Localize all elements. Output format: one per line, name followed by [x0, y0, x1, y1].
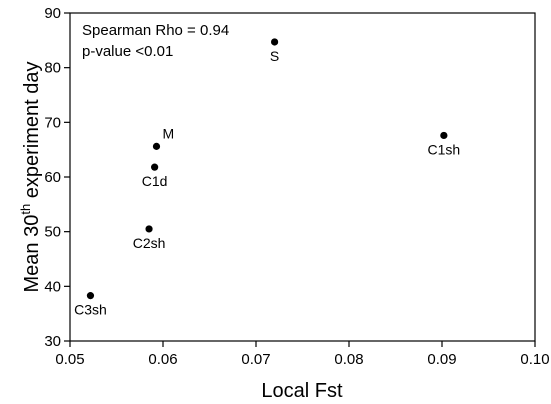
annotation-spearman-rho: Spearman Rho = 0.94	[82, 22, 229, 39]
data-point-s	[271, 38, 279, 46]
data-point-label: M	[162, 125, 174, 141]
data-point-label: C1d	[142, 173, 168, 189]
data-point-c1d	[151, 163, 159, 171]
data-point-c1sh	[440, 131, 448, 140]
y-axis-title: Mean 30th experiment day	[18, 62, 43, 293]
data-point-label: C2sh	[133, 235, 166, 251]
x-tick-label: 0.07	[241, 351, 270, 368]
data-point-label: S	[270, 48, 279, 64]
x-tick-label: 0.08	[334, 351, 363, 368]
y-axis-ticks: 30 40 50 60 70 80 90	[44, 5, 70, 350]
x-tick-label: 0.06	[148, 351, 177, 368]
plot-frame	[69, 12, 536, 342]
x-tick-label: 0.10	[520, 351, 549, 368]
y-axis-title-rest: experiment day	[21, 62, 43, 204]
data-point-label: C3sh	[74, 302, 107, 318]
data-point-m	[152, 142, 161, 150]
x-axis-title: Local Fst	[261, 380, 343, 402]
y-tick-label: 50	[44, 224, 61, 241]
y-tick-label: 40	[44, 278, 61, 295]
y-axis-title-main: Mean 30	[21, 215, 43, 293]
x-tick-label: 0.09	[427, 351, 456, 368]
x-tick-label: 0.05	[55, 351, 84, 368]
y-tick-label: 80	[44, 60, 61, 77]
y-tick-label: 70	[44, 114, 61, 131]
y-tick-label: 30	[44, 333, 61, 350]
y-tick-label: 60	[44, 169, 61, 186]
y-tick-label: 90	[44, 5, 61, 22]
y-axis-title-superscript: th	[18, 204, 33, 215]
annotation-p-value: p-value <0.01	[82, 43, 173, 60]
data-point-c2sh	[145, 225, 153, 233]
x-axis-ticks: 0.05 0.06 0.07 0.08 0.09 0.10	[55, 341, 550, 368]
data-point-c3sh	[86, 292, 95, 300]
data-point-label: C1sh	[428, 141, 461, 157]
data-points: S C1sh M C1d C2sh C3sh	[74, 38, 461, 318]
